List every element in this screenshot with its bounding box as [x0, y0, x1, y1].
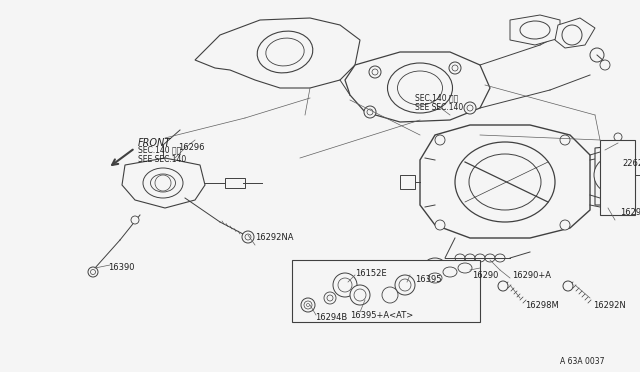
Text: 16292: 16292 — [620, 208, 640, 217]
Polygon shape — [600, 140, 635, 215]
Ellipse shape — [435, 220, 445, 230]
Ellipse shape — [364, 106, 376, 118]
Text: SEC.140 参照: SEC.140 参照 — [415, 93, 458, 103]
Ellipse shape — [435, 135, 445, 145]
Text: 16298M: 16298M — [525, 301, 559, 310]
Text: 16290+A: 16290+A — [512, 270, 551, 279]
Ellipse shape — [301, 298, 315, 312]
Ellipse shape — [395, 275, 415, 295]
Polygon shape — [292, 260, 480, 322]
Text: SEC.140 参照: SEC.140 参照 — [138, 145, 181, 154]
Ellipse shape — [614, 133, 622, 141]
Ellipse shape — [520, 21, 550, 39]
Ellipse shape — [600, 60, 610, 70]
Polygon shape — [122, 158, 205, 208]
Ellipse shape — [369, 66, 381, 78]
Text: 16390: 16390 — [108, 263, 134, 273]
Ellipse shape — [590, 48, 604, 62]
Text: 16294B: 16294B — [315, 314, 348, 323]
Ellipse shape — [324, 292, 336, 304]
Ellipse shape — [143, 168, 183, 198]
Ellipse shape — [333, 273, 357, 297]
Ellipse shape — [266, 38, 304, 66]
Ellipse shape — [242, 231, 254, 243]
Ellipse shape — [602, 165, 622, 185]
Ellipse shape — [399, 279, 411, 291]
Ellipse shape — [485, 254, 495, 262]
Ellipse shape — [367, 109, 373, 115]
Ellipse shape — [458, 263, 472, 273]
Ellipse shape — [455, 254, 465, 262]
Ellipse shape — [469, 154, 541, 210]
Ellipse shape — [327, 295, 333, 301]
Polygon shape — [595, 145, 635, 205]
Ellipse shape — [88, 267, 98, 277]
Polygon shape — [510, 15, 560, 45]
Polygon shape — [555, 18, 595, 48]
Polygon shape — [225, 178, 245, 188]
Ellipse shape — [372, 69, 378, 75]
Polygon shape — [195, 18, 360, 88]
Ellipse shape — [449, 62, 461, 74]
Ellipse shape — [428, 273, 442, 283]
Ellipse shape — [495, 254, 505, 262]
Text: SEE SEC.140: SEE SEC.140 — [138, 154, 186, 164]
Text: 16290: 16290 — [472, 270, 499, 279]
Ellipse shape — [304, 301, 312, 309]
Ellipse shape — [464, 102, 476, 114]
Ellipse shape — [150, 174, 175, 192]
Ellipse shape — [560, 135, 570, 145]
Ellipse shape — [397, 71, 442, 105]
Text: A 63A 0037: A 63A 0037 — [560, 357, 605, 366]
Ellipse shape — [467, 105, 473, 111]
Ellipse shape — [358, 97, 366, 105]
Ellipse shape — [443, 267, 457, 277]
Ellipse shape — [245, 234, 251, 240]
Text: 16395: 16395 — [415, 276, 442, 285]
Ellipse shape — [425, 258, 445, 272]
Text: 16292N: 16292N — [593, 301, 626, 310]
Ellipse shape — [155, 175, 171, 191]
Ellipse shape — [382, 287, 398, 303]
Ellipse shape — [498, 281, 508, 291]
Ellipse shape — [560, 220, 570, 230]
Ellipse shape — [563, 281, 573, 291]
Text: 16395+A<AT>: 16395+A<AT> — [350, 311, 413, 320]
Ellipse shape — [338, 278, 352, 292]
Text: FRONT: FRONT — [138, 138, 172, 148]
Ellipse shape — [452, 65, 458, 71]
Text: 16296: 16296 — [178, 144, 205, 153]
Text: 16152E: 16152E — [355, 269, 387, 278]
Ellipse shape — [475, 254, 485, 262]
Ellipse shape — [465, 254, 475, 262]
Text: 22620: 22620 — [622, 158, 640, 167]
Ellipse shape — [594, 157, 630, 193]
Polygon shape — [420, 125, 590, 238]
Polygon shape — [400, 175, 415, 189]
Ellipse shape — [307, 304, 310, 307]
Ellipse shape — [350, 285, 370, 305]
Ellipse shape — [455, 142, 555, 222]
Text: 16292NA: 16292NA — [255, 234, 294, 243]
Ellipse shape — [387, 63, 452, 113]
Polygon shape — [345, 52, 490, 122]
Ellipse shape — [90, 269, 95, 275]
Ellipse shape — [257, 31, 313, 73]
Text: SEE SEC.140: SEE SEC.140 — [415, 103, 463, 112]
Ellipse shape — [354, 289, 366, 301]
Ellipse shape — [562, 25, 582, 45]
Ellipse shape — [429, 260, 442, 269]
Ellipse shape — [131, 216, 139, 224]
